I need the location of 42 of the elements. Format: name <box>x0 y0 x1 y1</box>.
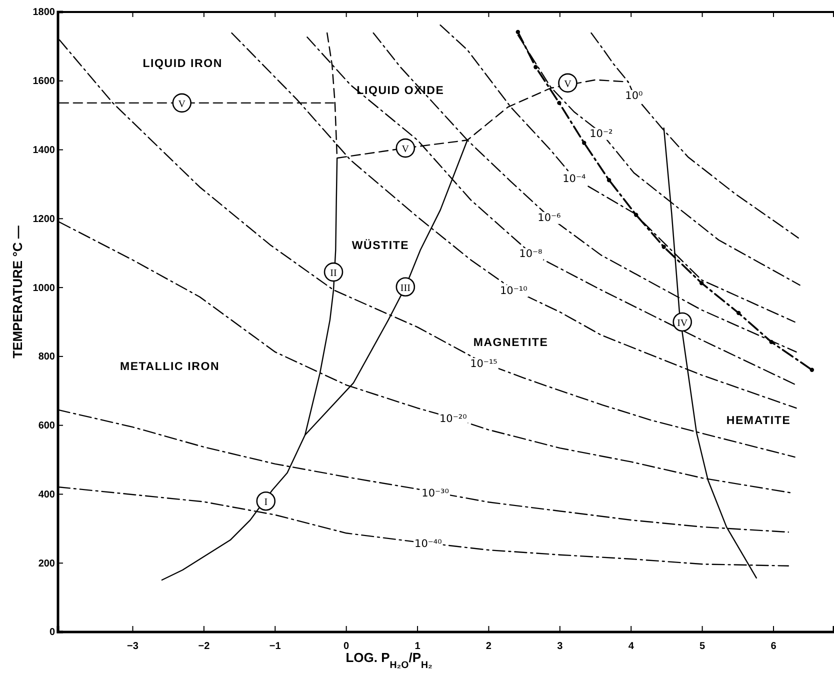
annotation: II <box>330 268 337 280</box>
y-tick-label: 1200 <box>32 214 56 225</box>
annotation: IV <box>677 318 688 329</box>
annotation: V <box>178 98 186 110</box>
series-label: 10⁰ <box>625 90 643 102</box>
y-axis-title: TEMPERATURE °C — <box>10 226 25 358</box>
x-axis-title: LOG. P$_{H₂O}$/P$_{H₂}$ <box>346 650 432 670</box>
y-tick-label: 1800 <box>32 7 56 18</box>
annotation: I <box>264 497 268 508</box>
annotation: MAGNETITE <box>473 336 548 349</box>
annotation: III <box>400 282 410 294</box>
y-tick-label: 1000 <box>32 282 56 294</box>
x-tick-label: 3 <box>557 641 564 652</box>
annotation: LIQUID IRON <box>142 58 222 70</box>
y-tick-label: 400 <box>38 489 56 500</box>
series-label: 10⁻¹⁵ <box>470 358 498 370</box>
annotation: LIQUID OXIDE <box>356 84 444 97</box>
annotation: V <box>564 78 572 90</box>
series-label: 10⁻² <box>590 128 613 140</box>
annotation: METALLIC IRON <box>120 361 220 374</box>
x-tick-label: 1 <box>414 641 421 652</box>
y-tick-label: 200 <box>38 558 56 570</box>
x-tick-label: 6 <box>770 641 777 652</box>
x-tick-label: −3 <box>127 641 139 652</box>
x-tick-label: 5 <box>700 641 706 652</box>
y-tick-label: 600 <box>38 420 56 432</box>
series-label: 10⁻¹⁰ <box>500 284 528 297</box>
series-label: 10⁻⁴ <box>562 173 586 186</box>
y-tick-label: 800 <box>38 352 56 363</box>
series-label: 10⁻⁸ <box>519 248 542 260</box>
y-tick-label: 1400 <box>32 144 56 156</box>
annotation: HEMATITE <box>726 414 791 427</box>
y-tick-label: 1600 <box>32 76 56 88</box>
annotation: WÜSTITE <box>352 238 410 252</box>
annotation: V <box>402 144 410 156</box>
x-tick-label: −2 <box>198 641 210 652</box>
series-label: 10⁻⁶ <box>538 212 561 224</box>
x-tick-label: 0 <box>344 641 350 652</box>
x-tick-label: 2 <box>486 641 492 652</box>
x-tick-label: −1 <box>269 641 282 652</box>
x-tick-label: 4 <box>628 641 634 652</box>
y-tick-label: 0 <box>49 627 56 638</box>
